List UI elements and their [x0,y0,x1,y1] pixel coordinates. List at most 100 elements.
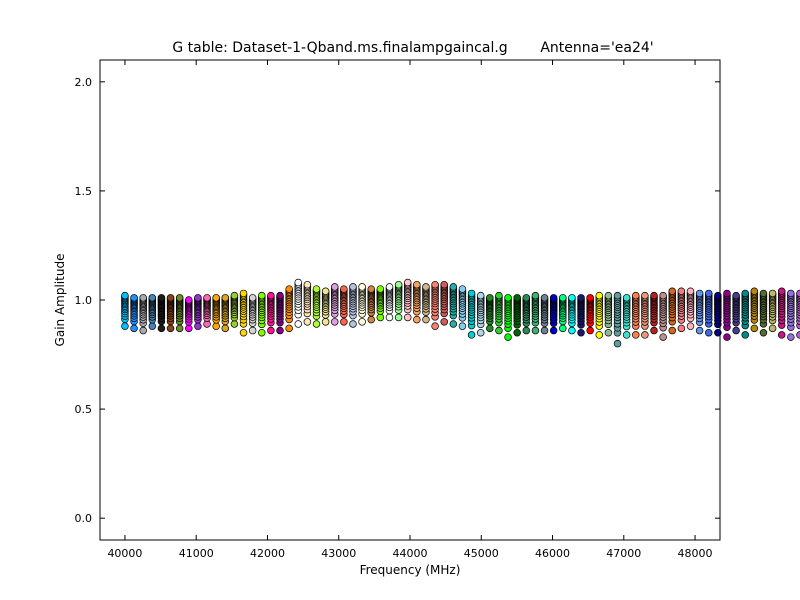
data-point [312,285,321,293]
data-point [385,283,394,291]
data-point [175,294,184,302]
data-point [157,324,166,333]
x-tick-label: 42000 [250,547,285,560]
data-point [613,291,622,300]
data-point [148,322,157,330]
data-point [349,283,357,291]
data-point [759,289,768,298]
data-point [723,333,731,341]
data-point [531,291,540,300]
data-point [276,291,284,300]
data-point [349,320,357,328]
data-point [403,278,412,287]
data-point [285,285,293,293]
data-point [641,291,649,300]
data-point [677,324,686,333]
data-point [248,326,257,335]
data-point [121,322,129,330]
data-point [312,320,321,328]
y-tick-label: 0.5 [75,403,93,416]
data-point [203,294,211,302]
data-point [358,283,366,291]
data-point [476,291,485,300]
data-point [495,291,503,300]
data-point [650,291,658,300]
data-point [166,294,175,302]
data-point [221,294,230,302]
data-point [787,289,795,298]
x-tick-label: 46000 [535,547,570,560]
data-point [385,313,394,322]
data-point [413,315,421,324]
data-point [358,318,366,326]
data-point [668,287,676,296]
data-point [604,328,613,337]
data-point [367,285,375,293]
data-point [367,315,375,324]
data-point [777,287,786,296]
data-point [540,294,549,302]
data-point [294,278,303,287]
data-point [750,287,759,296]
data-point [486,324,494,333]
data-point [431,280,439,289]
data-point [595,291,604,300]
x-axis-ticks: 40000 41000 42000 43000 44000 45000 46000 47000… [107,60,713,560]
data-point [659,291,667,300]
data-point [586,326,594,335]
data-point [513,328,521,337]
data-point [230,291,239,300]
data-point [704,289,713,298]
data-point [568,326,576,335]
data-point [796,289,800,298]
data-point [622,294,631,302]
data-point [586,294,594,302]
data-point [568,294,576,302]
data-point [413,280,421,289]
data-point [486,294,494,302]
y-tick-label: 0.0 [75,512,93,525]
data-point [476,328,485,337]
x-tick-label: 43000 [321,547,356,560]
data-point [157,294,166,302]
data-point [796,331,800,339]
data-point [659,333,667,341]
data-point [513,294,521,302]
data-point [431,322,439,330]
data-point [440,280,448,289]
data-point [549,326,558,335]
data-point [604,291,613,300]
data-point [340,285,348,293]
data-point [750,324,759,333]
data-point [577,328,585,337]
data-point [449,283,458,291]
data-point [741,289,749,298]
chart-subtitle: Antenna='ea24' [540,40,653,56]
data-point [777,331,786,339]
data-point [741,331,749,339]
data-point [467,331,476,339]
data-point [185,296,193,304]
x-tick-label: 40000 [107,547,142,560]
data-point [559,294,567,302]
data-point [759,328,768,337]
data-point [559,324,567,333]
data-point [221,324,230,333]
data-point [194,294,202,302]
data-point [641,331,649,339]
data-point [732,291,740,300]
x-tick-label: 45000 [464,547,499,560]
data-point [650,326,658,335]
data-point [285,324,293,333]
data-point [403,313,412,322]
data-point [239,328,248,337]
x-tick-label: 41000 [179,547,214,560]
data-point [422,283,430,291]
data-point [276,326,284,335]
data-point [449,320,458,328]
data-point [504,333,512,341]
y-tick-label: 2.0 [75,76,93,89]
data-point [613,339,622,348]
y-axis-label: Gain Amplitude [53,254,67,347]
data-point [695,326,704,335]
